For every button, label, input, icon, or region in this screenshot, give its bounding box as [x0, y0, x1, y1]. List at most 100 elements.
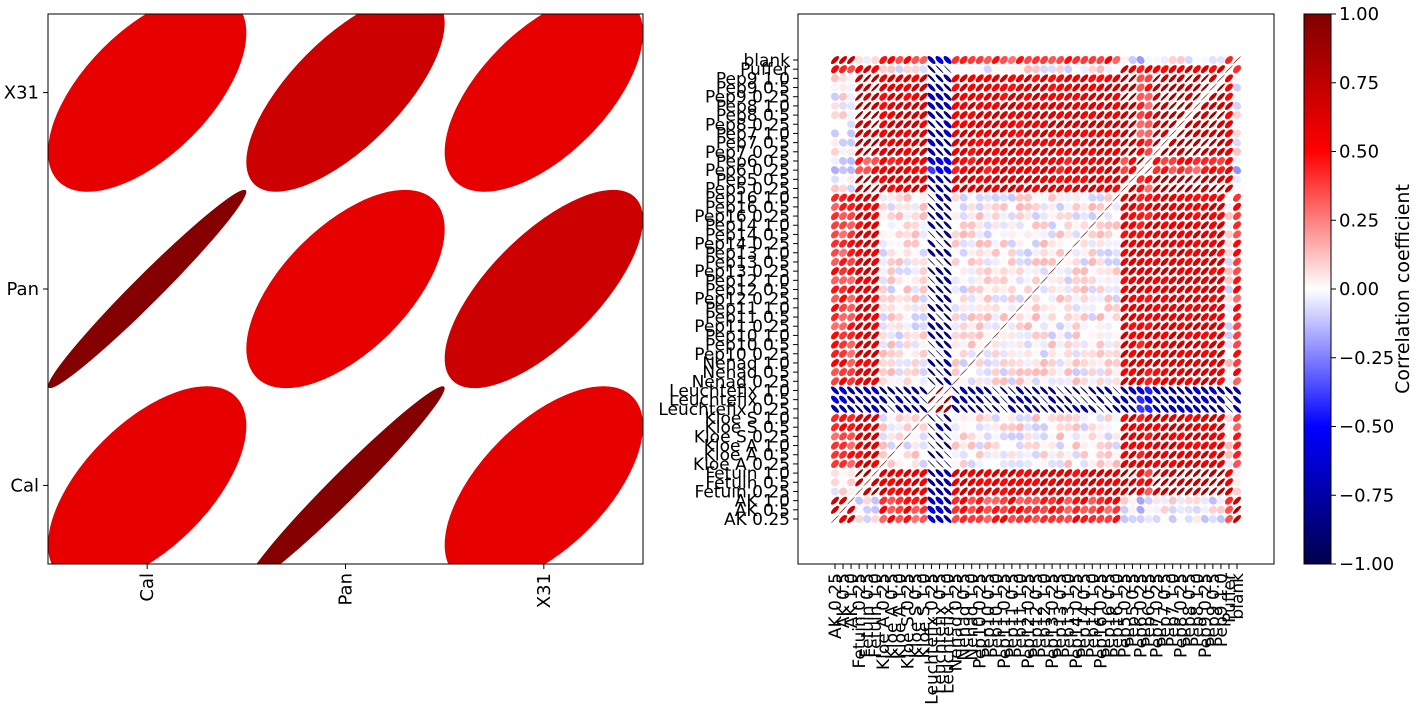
- matrix-x-tick-label: Pep13 1.0: [1059, 573, 1079, 658]
- matrix-corr-ellipse: [1176, 294, 1185, 303]
- matrix-corr-ellipse: [1040, 395, 1049, 404]
- matrix-corr-ellipse: [1160, 257, 1169, 266]
- matrix-corr-ellipse: [1144, 120, 1153, 129]
- matrix-corr-ellipse: [1120, 193, 1129, 202]
- matrix-corr-ellipse: [1128, 221, 1137, 230]
- matrix-corr-ellipse: [975, 331, 984, 340]
- matrix-corr-ellipse: [1023, 450, 1032, 459]
- matrix-corr-ellipse: [1136, 395, 1145, 404]
- matrix-corr-ellipse: [1023, 212, 1032, 221]
- matrix-corr-ellipse: [935, 257, 944, 266]
- matrix-corr-ellipse: [830, 505, 840, 514]
- matrix-corr-ellipse: [903, 248, 912, 257]
- matrix-corr-ellipse: [1056, 469, 1065, 478]
- matrix-corr-ellipse: [1144, 469, 1153, 478]
- matrix-corr-ellipse: [1120, 239, 1129, 248]
- matrix-corr-ellipse: [1216, 331, 1225, 340]
- matrix-corr-ellipse: [1208, 193, 1217, 202]
- matrix-corr-ellipse: [1048, 184, 1057, 193]
- matrix-corr-ellipse: [943, 221, 952, 230]
- matrix-corr-ellipse: [830, 55, 840, 65]
- matrix-corr-ellipse: [1112, 478, 1121, 487]
- matrix-corr-ellipse: [959, 487, 968, 496]
- matrix-corr-ellipse: [863, 212, 872, 221]
- matrix-corr-ellipse: [991, 138, 1000, 147]
- matrix-corr-ellipse: [1176, 514, 1185, 524]
- matrix-x-tick-label: Pep5 0.5: [1123, 573, 1143, 647]
- matrix-corr-ellipse: [1007, 92, 1016, 101]
- matrix-corr-ellipse: [1168, 257, 1177, 266]
- matrix-corr-ellipse: [1056, 478, 1065, 487]
- matrix-corr-ellipse: [1160, 83, 1169, 92]
- matrix-corr-ellipse: [1104, 184, 1113, 193]
- matrix-corr-ellipse: [1144, 129, 1153, 138]
- matrix-corr-ellipse: [1048, 65, 1057, 74]
- matrix-corr-ellipse: [983, 331, 992, 340]
- matrix-corr-ellipse: [1048, 74, 1057, 83]
- matrix-corr-ellipse: [943, 423, 952, 432]
- matrix-corr-ellipse: [1168, 92, 1177, 101]
- matrix-corr-ellipse: [1064, 212, 1073, 221]
- matrix-corr-ellipse: [1136, 65, 1145, 74]
- matrix-corr-ellipse: [1023, 92, 1032, 101]
- matrix-corr-ellipse: [943, 267, 952, 276]
- matrix-corr-ellipse: [1023, 313, 1032, 322]
- matrix-corr-ellipse: [1224, 276, 1233, 285]
- matrix-corr-ellipse: [1128, 166, 1137, 175]
- matrix-corr-ellipse: [1023, 469, 1032, 478]
- matrix-corr-ellipse: [991, 184, 1000, 193]
- matrix-corr-ellipse: [911, 377, 920, 386]
- matrix-corr-ellipse: [895, 257, 904, 266]
- matrix-corr-ellipse: [1168, 478, 1177, 487]
- matrix-corr-ellipse: [1184, 340, 1193, 349]
- matrix-corr-ellipse: [1072, 423, 1081, 432]
- matrix-corr-ellipse: [1184, 313, 1193, 322]
- matrix-corr-ellipse: [919, 505, 928, 514]
- matrix-corr-ellipse: [895, 331, 904, 340]
- matrix-corr-ellipse: [1104, 469, 1113, 478]
- matrix-corr-ellipse: [935, 184, 944, 193]
- matrix-corr-ellipse: [935, 496, 944, 505]
- matrix-corr-ellipse: [1152, 450, 1161, 459]
- matrix-corr-ellipse: [1144, 257, 1153, 266]
- matrix-y-tick-label: Pep11 1.0: [705, 299, 790, 319]
- matrix-corr-ellipse: [991, 276, 1000, 285]
- matrix-corr-ellipse: [951, 478, 960, 487]
- matrix-corr-ellipse: [1048, 83, 1057, 92]
- matrix-corr-ellipse: [1080, 487, 1089, 496]
- matrix-corr-ellipse: [1096, 267, 1105, 276]
- matrix-corr-ellipse: [983, 239, 992, 248]
- matrix-corr-ellipse: [903, 340, 912, 349]
- matrix-corr-ellipse: [935, 166, 944, 175]
- matrix-corr-ellipse: [1056, 505, 1065, 514]
- matrix-corr-ellipse: [959, 505, 968, 514]
- matrix-y-tick-label: Pep14 1.0: [705, 216, 790, 236]
- matrix-corr-ellipse: [1015, 395, 1024, 404]
- matrix-corr-ellipse: [1031, 166, 1041, 175]
- matrix-corr-ellipse: [919, 285, 928, 294]
- matrix-corr-ellipse: [983, 294, 992, 303]
- matrix-corr-ellipse: [1208, 65, 1217, 74]
- matrix-corr-ellipse: [887, 156, 896, 166]
- matrix-corr-ellipse: [1152, 505, 1161, 514]
- matrix-corr-ellipse: [1040, 83, 1049, 92]
- matrix-corr-ellipse: [895, 230, 904, 239]
- matrix-corr-ellipse: [1056, 267, 1065, 276]
- matrix-corr-ellipse: [1168, 166, 1177, 175]
- matrix-corr-ellipse: [1007, 496, 1016, 505]
- matrix-corr-ellipse: [1232, 184, 1242, 193]
- matrix-corr-ellipse: [839, 92, 848, 101]
- matrix-corr-ellipse: [927, 368, 936, 377]
- matrix-corr-ellipse: [1128, 459, 1137, 468]
- matrix-corr-ellipse: [830, 414, 840, 423]
- matrix-corr-ellipse: [839, 459, 848, 468]
- matrix-corr-ellipse: [919, 294, 928, 303]
- matrix-corr-ellipse: [1184, 358, 1193, 367]
- matrix-corr-ellipse: [1048, 221, 1057, 230]
- matrix-corr-ellipse: [1072, 147, 1081, 156]
- matrix-corr-ellipse: [1216, 303, 1225, 312]
- matrix-corr-ellipse: [1056, 156, 1065, 166]
- matrix-corr-ellipse: [1088, 432, 1097, 441]
- matrix-corr-ellipse: [847, 101, 856, 110]
